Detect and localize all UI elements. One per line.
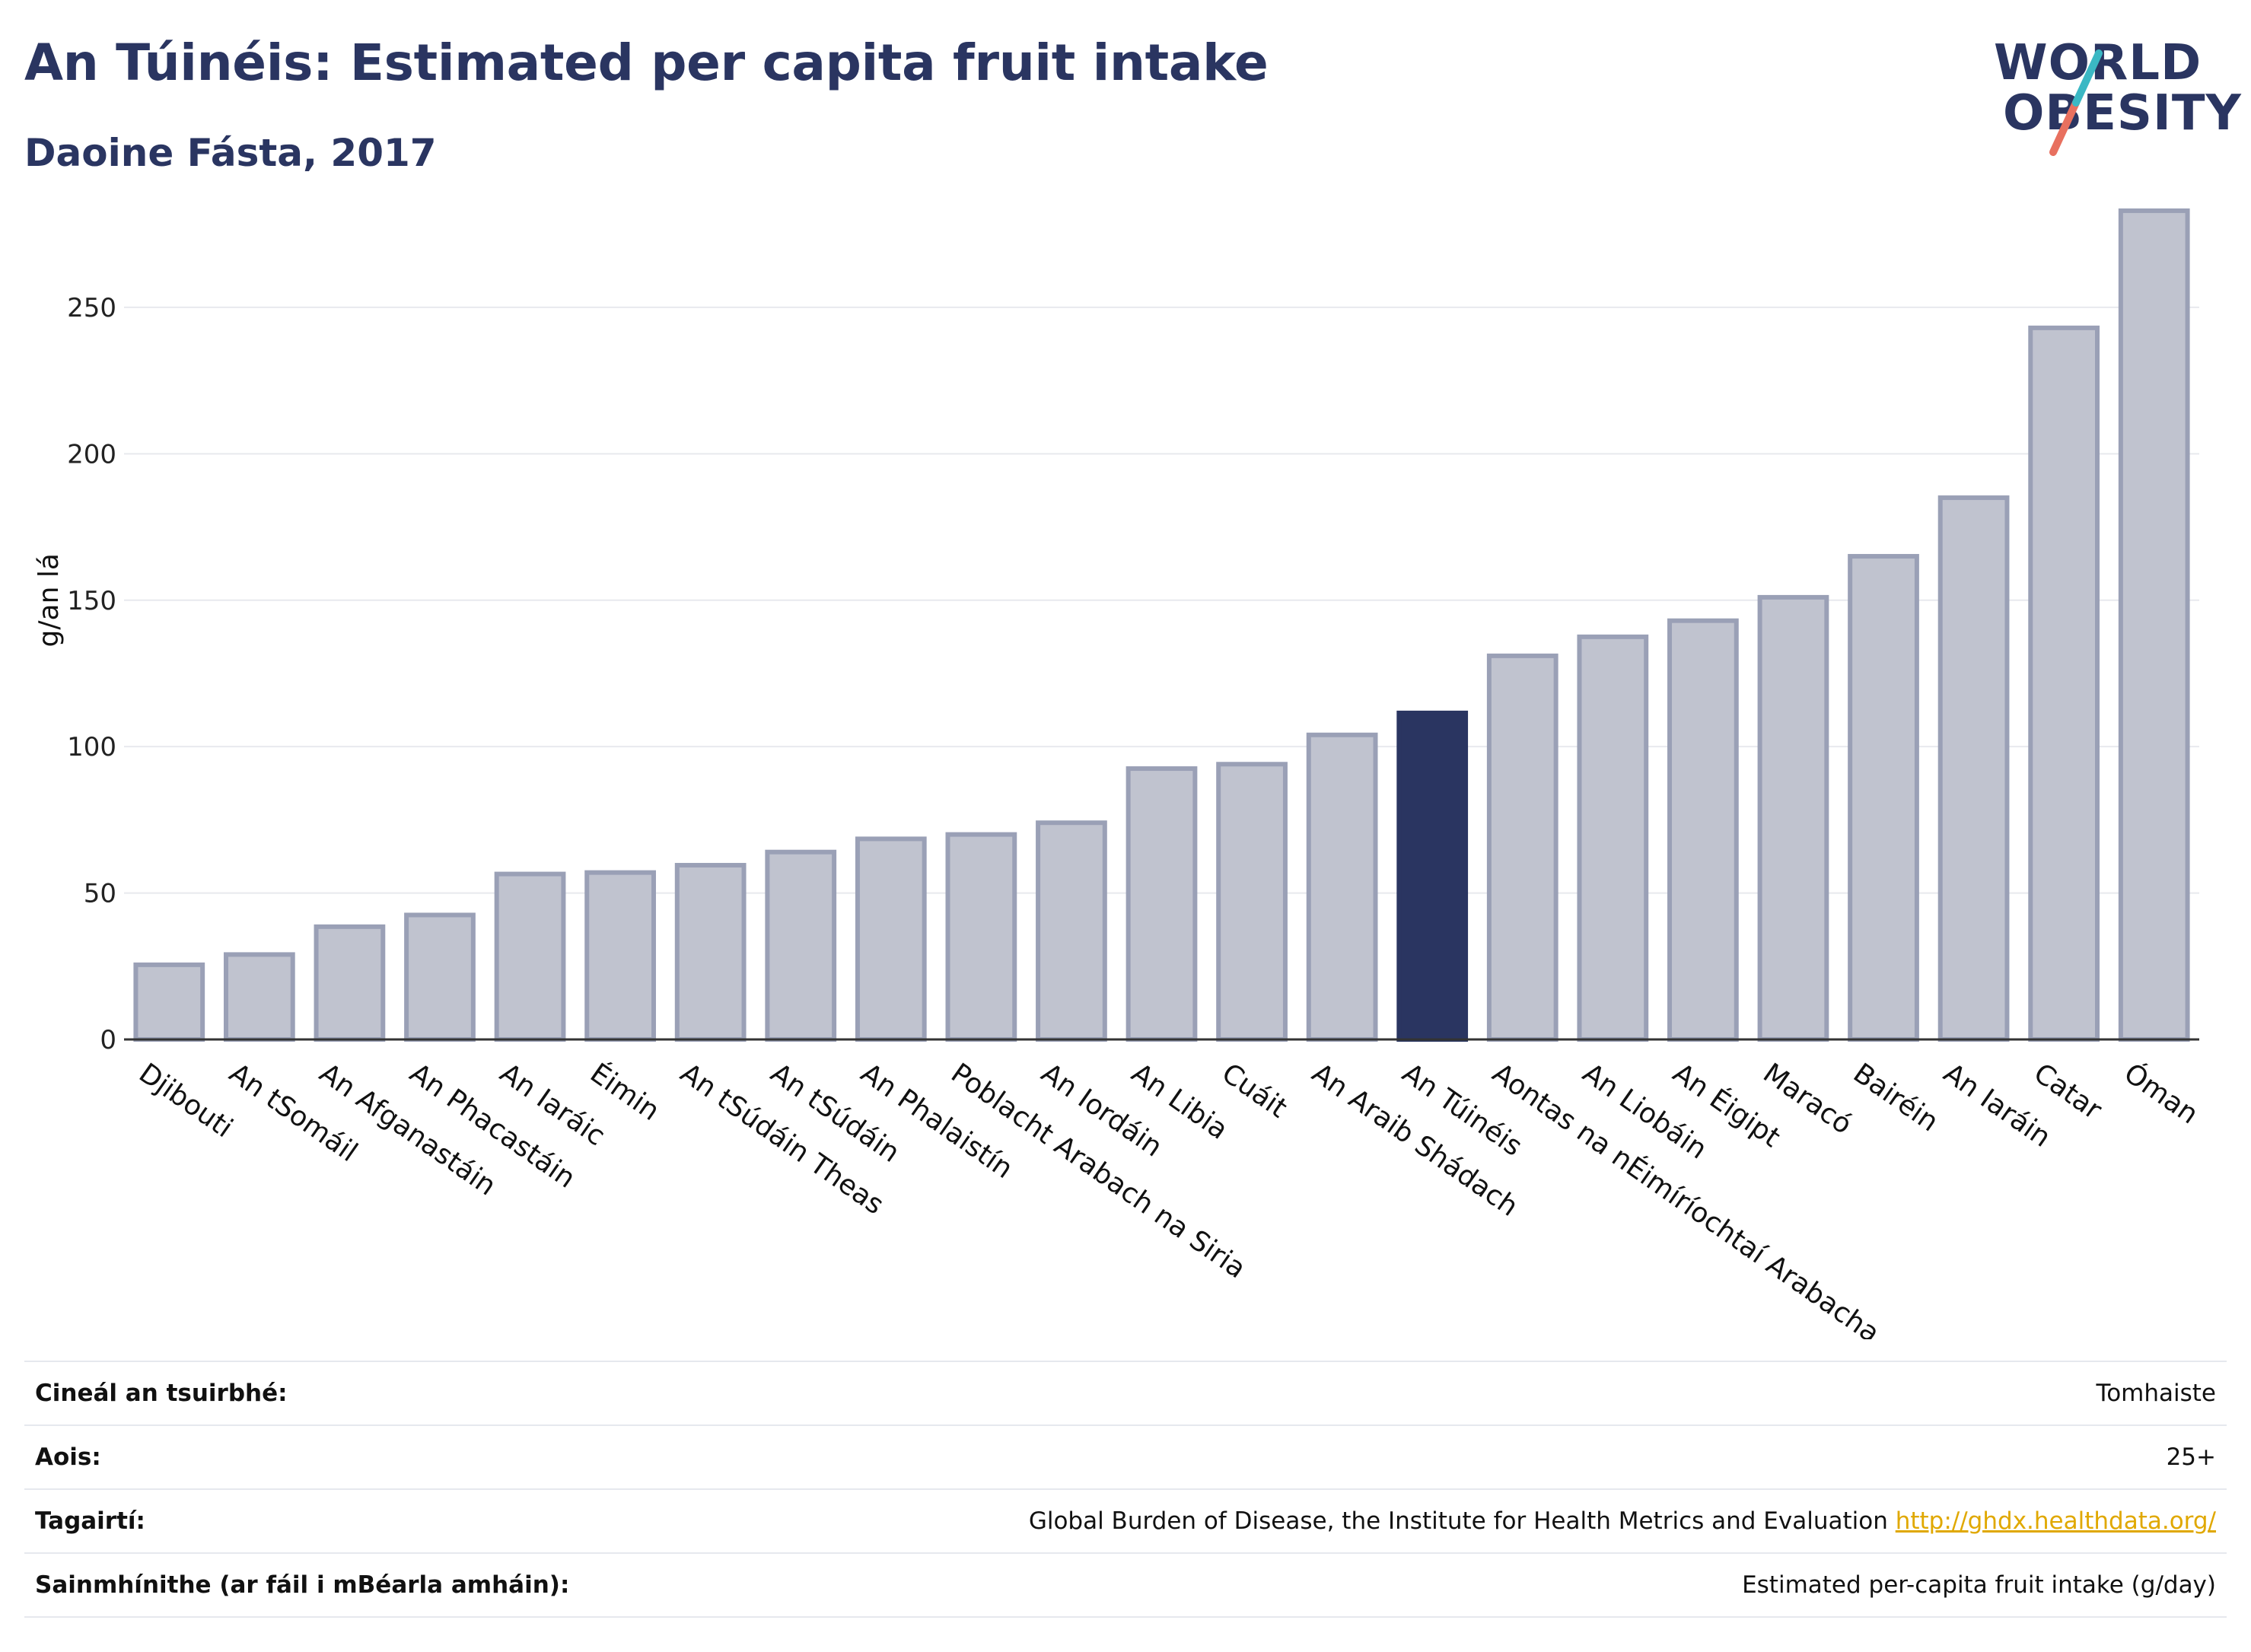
bar	[677, 865, 744, 1039]
reference-link[interactable]: http://ghdx.healthdata.org/	[1896, 1507, 2216, 1535]
x-tick-label: Djibouti	[133, 1058, 238, 1144]
bar	[948, 835, 1015, 1039]
meta-key: Tagairtí:	[24, 1507, 145, 1535]
meta-row-survey-type: Cineál an tsuirbhé: Tomhaiste	[24, 1361, 2227, 1424]
bar	[1038, 823, 1105, 1039]
bar	[1129, 769, 1196, 1039]
bar	[1579, 637, 1646, 1039]
y-tick-label: 150	[67, 586, 116, 616]
y-tick-label: 250	[67, 293, 116, 323]
meta-value: Tomhaiste	[2097, 1380, 2227, 1407]
bar	[497, 874, 564, 1039]
x-tick-label: Bairéin	[1848, 1058, 1944, 1138]
bar	[2030, 328, 2097, 1039]
y-tick-label: 200	[67, 439, 116, 469]
meta-row-references: Tagairtí: Global Burden of Disease, the …	[24, 1488, 2227, 1552]
y-tick-label: 50	[84, 879, 116, 909]
bar	[2121, 211, 2188, 1039]
bar	[406, 915, 473, 1039]
metadata-table: Cineál an tsuirbhé: Tomhaiste Aois: 25+ …	[24, 1361, 2227, 1618]
bar	[1489, 656, 1556, 1039]
meta-value: Global Burden of Disease, the Institute …	[1029, 1507, 2227, 1535]
y-axis-label: g/an lá	[33, 553, 65, 647]
x-tick-label: An Phalaistín	[855, 1058, 1019, 1185]
x-tick-label: Óman	[2119, 1057, 2205, 1131]
meta-key: Aois:	[24, 1444, 101, 1471]
meta-row-definitions: Sainmhínithe (ar fáil i mBéarla amháin):…	[24, 1552, 2227, 1618]
bar	[858, 839, 925, 1039]
y-tick-label: 100	[67, 732, 116, 762]
bar	[226, 954, 293, 1039]
bar	[1760, 597, 1827, 1039]
bar	[1670, 621, 1737, 1039]
meta-value: Estimated per-capita fruit intake (g/day…	[1742, 1571, 2227, 1599]
bar	[587, 873, 654, 1039]
reference-text: Global Burden of Disease, the Institute …	[1029, 1507, 1896, 1535]
bar	[1941, 498, 2007, 1039]
y-tick-label: 0	[100, 1025, 116, 1055]
bar	[317, 927, 384, 1039]
bar	[1218, 764, 1285, 1039]
x-tick-label: Cuáit	[1216, 1058, 1293, 1125]
bar-highlight	[1399, 713, 1466, 1039]
bar	[767, 852, 834, 1039]
meta-key: Cineál an tsuirbhé:	[24, 1380, 288, 1407]
bar	[1850, 556, 1917, 1039]
meta-key: Sainmhínithe (ar fáil i mBéarla amháin):	[24, 1571, 569, 1599]
bar	[135, 965, 202, 1039]
meta-row-age: Aois: 25+	[24, 1424, 2227, 1488]
meta-value: 25+	[2167, 1444, 2227, 1471]
bar	[1309, 735, 1376, 1039]
